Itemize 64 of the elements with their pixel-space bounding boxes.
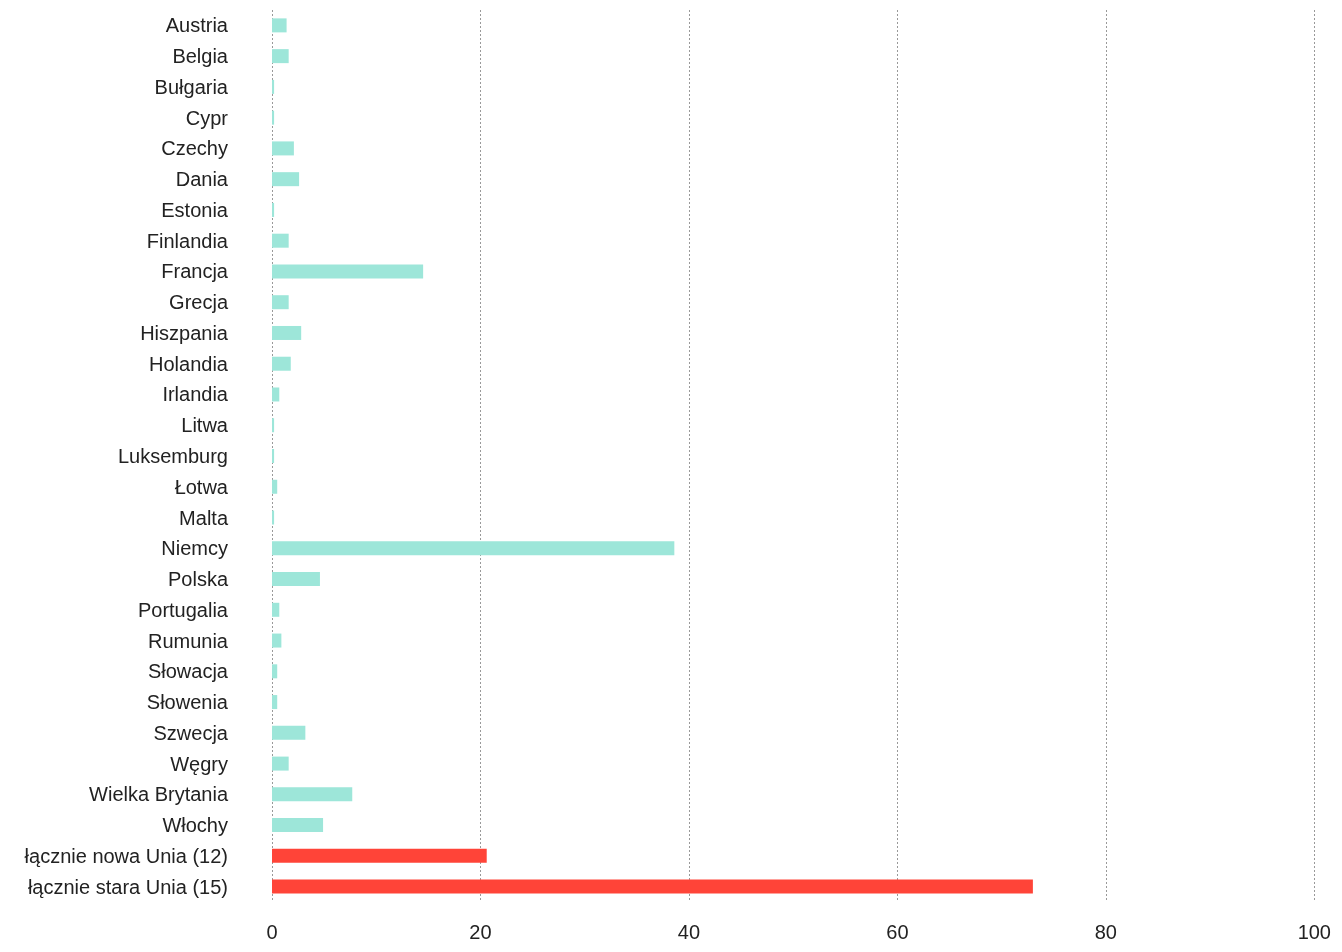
y-tick-label: Finlandia	[146, 229, 229, 252]
bar	[272, 787, 353, 802]
y-tick-label: Szwecja	[153, 721, 229, 744]
y-tick-label: Rumunia	[147, 629, 229, 652]
x-tick-label: 20	[469, 921, 492, 943]
y-tick-label: Bułgaria	[154, 75, 229, 98]
bar	[272, 572, 320, 587]
bar	[272, 541, 675, 556]
bar	[272, 449, 275, 463]
y-tick-label: Francja	[161, 260, 229, 283]
y-tick-label: Litwa	[181, 414, 229, 437]
y-tick-label: Holandia	[149, 352, 229, 375]
bar	[272, 695, 278, 710]
y-tick-label: Cypr	[185, 106, 229, 129]
bar	[272, 879, 1033, 894]
bar	[272, 295, 289, 310]
y-tick-label: Estonia	[161, 198, 229, 221]
bar	[272, 418, 275, 433]
y-tick-label: Grecja	[169, 291, 229, 314]
y-tick-label: Włochy	[162, 814, 228, 837]
bar	[272, 479, 278, 494]
y-tick-label: Hiszpania	[140, 321, 229, 344]
x-tick-label: 80	[1094, 921, 1117, 943]
y-tick-label: Węgry	[170, 752, 228, 775]
y-tick-label: Słowenia	[146, 691, 229, 714]
x-tick-label: 100	[1297, 921, 1331, 943]
y-tick-label: Austria	[165, 14, 229, 37]
x-tick-label: 60	[886, 921, 909, 943]
y-tick-label: Słowacja	[147, 660, 229, 683]
y-tick-label: Łotwa	[174, 475, 229, 498]
bar	[272, 18, 287, 33]
y-tick-label: łącznie stara Unia (15)	[27, 875, 228, 898]
y-tick-label: Irlandia	[162, 383, 229, 406]
y-tick-label: łącznie nowa Unia (12)	[24, 844, 228, 867]
bar	[272, 49, 289, 64]
bar	[272, 510, 275, 525]
bar	[272, 602, 280, 617]
bar	[272, 79, 275, 94]
x-tick-label: 0	[266, 921, 278, 943]
bar	[272, 325, 302, 340]
bar	[272, 233, 289, 248]
y-tick-label: Belgia	[172, 45, 229, 68]
bar	[272, 172, 300, 187]
bar	[272, 633, 282, 648]
y-tick-label: Niemcy	[161, 537, 228, 560]
bar	[272, 725, 306, 740]
bar	[272, 387, 280, 402]
bar	[272, 664, 278, 679]
bar	[272, 110, 275, 125]
bar	[272, 356, 291, 371]
y-tick-label: Dania	[175, 168, 229, 191]
bar	[272, 202, 275, 217]
y-tick-label: Polska	[167, 568, 229, 591]
y-tick-label: Malta	[179, 506, 229, 529]
bar	[272, 264, 424, 279]
y-tick-label: Czechy	[161, 137, 228, 160]
y-tick-label: Wielka Brytania	[89, 783, 229, 806]
x-tick-label: 40	[677, 921, 701, 943]
bar	[272, 848, 487, 863]
bar	[272, 756, 289, 771]
y-tick-label: Luksemburg	[117, 445, 228, 467]
bar	[272, 818, 324, 833]
y-tick-label: Portugalia	[137, 598, 229, 621]
bar	[272, 141, 294, 156]
